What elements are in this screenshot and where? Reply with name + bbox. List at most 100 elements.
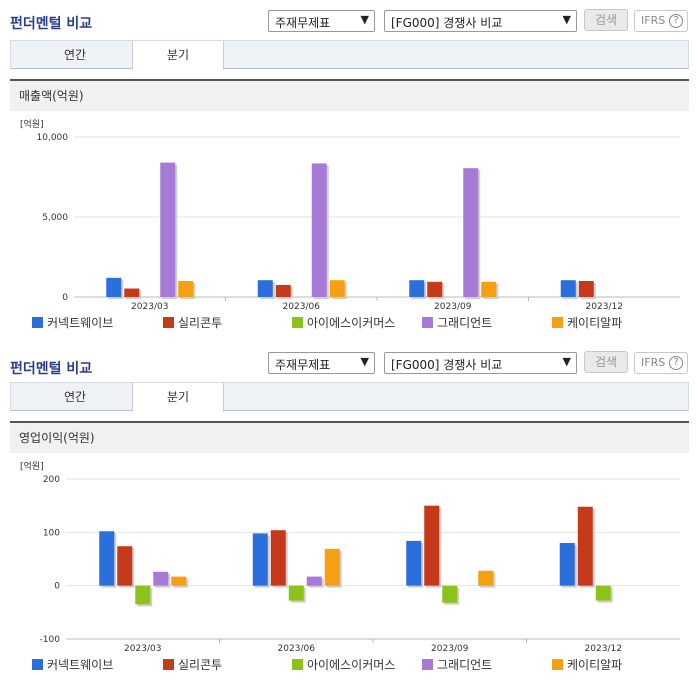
bar[interactable] xyxy=(275,285,291,297)
bar[interactable] xyxy=(106,277,122,297)
peer-group-select[interactable]: [FG000] 경쟁사 비교 ▼ xyxy=(384,10,577,32)
bar[interactable] xyxy=(124,288,140,297)
ifrs-label: IFRS xyxy=(641,14,666,27)
y-tick-label: 100 xyxy=(43,528,60,538)
legend-label: 그래디언트 xyxy=(437,316,493,330)
legend-label: 그래디언트 xyxy=(437,658,493,672)
legend-label: 커넥트웨이브 xyxy=(47,658,114,672)
legend-item[interactable]: 커넥트웨이브 xyxy=(32,314,113,331)
x-tick-label: 2023/12 xyxy=(586,302,623,312)
period-tabs: 연간 분기 xyxy=(10,382,689,412)
bar[interactable] xyxy=(481,281,497,297)
statement-type-value: 주재무제표 xyxy=(275,358,331,372)
section-title: 펀더멘털 비교 xyxy=(10,16,93,32)
bar[interactable] xyxy=(595,585,611,601)
legend-item[interactable]: 케이티알파 xyxy=(552,314,622,331)
tab-quarterly[interactable]: 분기 xyxy=(132,383,224,412)
legend-item[interactable]: 실리콘투 xyxy=(163,314,222,331)
bar[interactable] xyxy=(257,280,273,297)
legend-label: 아이에스이커머스 xyxy=(307,658,396,672)
bar[interactable] xyxy=(427,281,443,297)
x-tick-label: 2023/09 xyxy=(434,302,472,312)
bar[interactable] xyxy=(153,571,169,586)
bar[interactable] xyxy=(178,281,194,297)
bar[interactable] xyxy=(424,505,440,586)
question-circle-icon: ? xyxy=(669,14,683,28)
bar[interactable] xyxy=(311,163,327,297)
legend-label: 아이에스이커머스 xyxy=(307,316,396,330)
bar[interactable] xyxy=(559,543,575,586)
legend-swatch xyxy=(552,317,563,328)
tab-quarterly[interactable]: 분기 xyxy=(132,41,224,70)
search-button[interactable]: 검색 xyxy=(584,351,628,373)
legend-item[interactable]: 커넥트웨이브 xyxy=(32,656,113,673)
peer-group-select[interactable]: [FG000] 경쟁사 비교 ▼ xyxy=(384,352,577,374)
period-tabs: 연간 분기 xyxy=(10,40,689,70)
y-tick-label: -100 xyxy=(40,635,61,645)
question-circle-icon: ? xyxy=(669,356,683,370)
y-tick-label: 200 xyxy=(43,475,60,485)
chevron-down-icon: ▼ xyxy=(562,355,571,368)
bar[interactable] xyxy=(171,576,187,586)
panel-title: 영업이익(억원) xyxy=(10,421,689,453)
bar[interactable] xyxy=(463,168,479,297)
bar[interactable] xyxy=(306,576,322,586)
search-button[interactable]: 검색 xyxy=(584,9,628,31)
revenue-chart: [억원] 10,000 5,000 0 2023/03 2023/06 2023/09 202… xyxy=(20,118,680,312)
bar[interactable] xyxy=(442,585,458,603)
bar[interactable] xyxy=(560,280,576,297)
legend-swatch xyxy=(552,659,563,670)
unit-label: [억원] xyxy=(20,460,44,472)
legend-item[interactable]: 케이티알파 xyxy=(552,656,622,673)
bar[interactable] xyxy=(117,546,133,586)
x-tick-label: 2023/03 xyxy=(131,302,168,312)
chevron-down-icon: ▼ xyxy=(360,355,369,368)
bar[interactable] xyxy=(160,162,176,297)
legend-item[interactable]: 실리콘투 xyxy=(163,656,222,673)
tab-annual[interactable]: 연간 xyxy=(63,48,87,62)
bar[interactable] xyxy=(329,280,345,297)
bar[interactable] xyxy=(252,533,268,586)
legend-label: 케이티알파 xyxy=(567,316,623,330)
legend-swatch xyxy=(163,317,174,328)
chevron-down-icon: ▼ xyxy=(360,13,369,26)
bar[interactable] xyxy=(406,540,422,586)
panel-title: 매출액(억원) xyxy=(10,79,689,111)
bar[interactable] xyxy=(324,548,340,586)
ifrs-help-button[interactable]: IFRS ? xyxy=(634,352,688,374)
bar[interactable] xyxy=(288,585,304,601)
legend-item[interactable]: 아이에스이커머스 xyxy=(292,656,395,673)
legend-swatch xyxy=(32,659,43,670)
legend-item[interactable]: 아이에스이커머스 xyxy=(292,314,395,331)
legend-swatch xyxy=(32,317,43,328)
bar[interactable] xyxy=(578,281,594,297)
legend-item[interactable]: 그래디언트 xyxy=(422,656,492,673)
x-tick-label: 2023/06 xyxy=(278,644,316,654)
unit-label: [억원] xyxy=(20,118,44,130)
bar[interactable] xyxy=(478,570,494,586)
operating-profit-chart: [억원] 200 100 0 -100 2023/03 2023/06 2023/09 2023… xyxy=(20,460,680,654)
x-tick-label: 2023/03 xyxy=(124,644,161,654)
statement-type-select[interactable]: 주재무제표 ▼ xyxy=(268,352,375,374)
y-tick-label: 0 xyxy=(54,582,60,592)
x-tick-label: 2023/09 xyxy=(431,644,469,654)
bar[interactable] xyxy=(135,585,151,605)
x-tick-label: 2023/12 xyxy=(585,644,622,654)
legend-swatch xyxy=(292,317,303,328)
legend-swatch xyxy=(292,659,303,670)
legend-label: 실리콘투 xyxy=(178,316,223,330)
fundamental-section-operating-profit: 펀더멘털 비교 주재무제표 ▼ [FG000] 경쟁사 비교 ▼ 검색 IFRS… xyxy=(0,342,696,684)
bar[interactable] xyxy=(270,530,286,586)
tab-annual[interactable]: 연간 xyxy=(63,390,87,404)
bar[interactable] xyxy=(577,506,593,586)
y-tick-label: 10,000 xyxy=(37,133,69,143)
bar[interactable] xyxy=(99,531,115,586)
section-title: 펀더멘털 비교 xyxy=(10,361,93,377)
legend-swatch xyxy=(163,659,174,670)
bar[interactable] xyxy=(409,280,425,297)
legend-label: 커넥트웨이브 xyxy=(47,316,114,330)
fundamental-section-revenue: 펀더멘털 비교 주재무제표 ▼ [FG000] 경쟁사 비교 ▼ 검색 IFRS… xyxy=(10,9,689,331)
legend-item[interactable]: 그래디언트 xyxy=(422,314,492,331)
ifrs-help-button[interactable]: IFRS ? xyxy=(634,10,688,32)
statement-type-select[interactable]: 주재무제표 ▼ xyxy=(268,10,375,32)
